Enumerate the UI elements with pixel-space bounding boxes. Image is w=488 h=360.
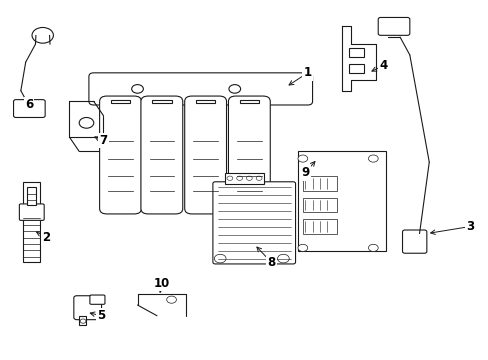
Bar <box>79 316 86 325</box>
Text: 5: 5 <box>97 309 105 322</box>
Text: 4: 4 <box>378 59 386 72</box>
Bar <box>224 173 264 184</box>
Circle shape <box>297 244 307 251</box>
Bar <box>27 187 36 205</box>
FancyBboxPatch shape <box>100 96 141 214</box>
Text: 10: 10 <box>153 277 170 290</box>
FancyBboxPatch shape <box>89 73 312 105</box>
Circle shape <box>256 176 262 180</box>
Text: 6: 6 <box>25 99 33 112</box>
FancyBboxPatch shape <box>228 96 270 214</box>
Bar <box>302 198 336 212</box>
Bar <box>152 100 171 103</box>
Text: 3: 3 <box>466 220 474 233</box>
Circle shape <box>236 176 242 180</box>
Circle shape <box>226 176 232 180</box>
Text: 8: 8 <box>266 256 275 269</box>
Circle shape <box>131 85 143 93</box>
Bar <box>348 64 363 73</box>
FancyBboxPatch shape <box>90 295 105 304</box>
Circle shape <box>166 296 176 303</box>
FancyBboxPatch shape <box>184 96 226 214</box>
Bar <box>302 219 336 234</box>
Bar <box>302 176 336 191</box>
Circle shape <box>79 117 94 128</box>
FancyBboxPatch shape <box>20 204 44 220</box>
Bar <box>239 100 259 103</box>
Circle shape <box>297 155 307 162</box>
FancyBboxPatch shape <box>14 100 45 117</box>
Circle shape <box>368 244 377 251</box>
Circle shape <box>246 176 252 180</box>
Circle shape <box>80 319 86 323</box>
Bar <box>297 152 385 251</box>
Text: 1: 1 <box>303 66 311 79</box>
Circle shape <box>368 155 377 162</box>
Circle shape <box>228 85 240 93</box>
Bar <box>196 100 215 103</box>
Bar <box>23 182 40 262</box>
Bar <box>111 100 130 103</box>
FancyBboxPatch shape <box>141 96 183 214</box>
Bar <box>348 48 363 57</box>
FancyBboxPatch shape <box>74 296 102 320</box>
Text: 7: 7 <box>99 134 107 147</box>
FancyBboxPatch shape <box>212 182 295 264</box>
FancyBboxPatch shape <box>377 18 409 35</box>
Text: 2: 2 <box>42 231 50 244</box>
Text: 9: 9 <box>301 166 309 179</box>
Circle shape <box>214 254 225 263</box>
Circle shape <box>277 254 288 263</box>
Circle shape <box>32 27 53 43</box>
FancyBboxPatch shape <box>402 230 426 253</box>
